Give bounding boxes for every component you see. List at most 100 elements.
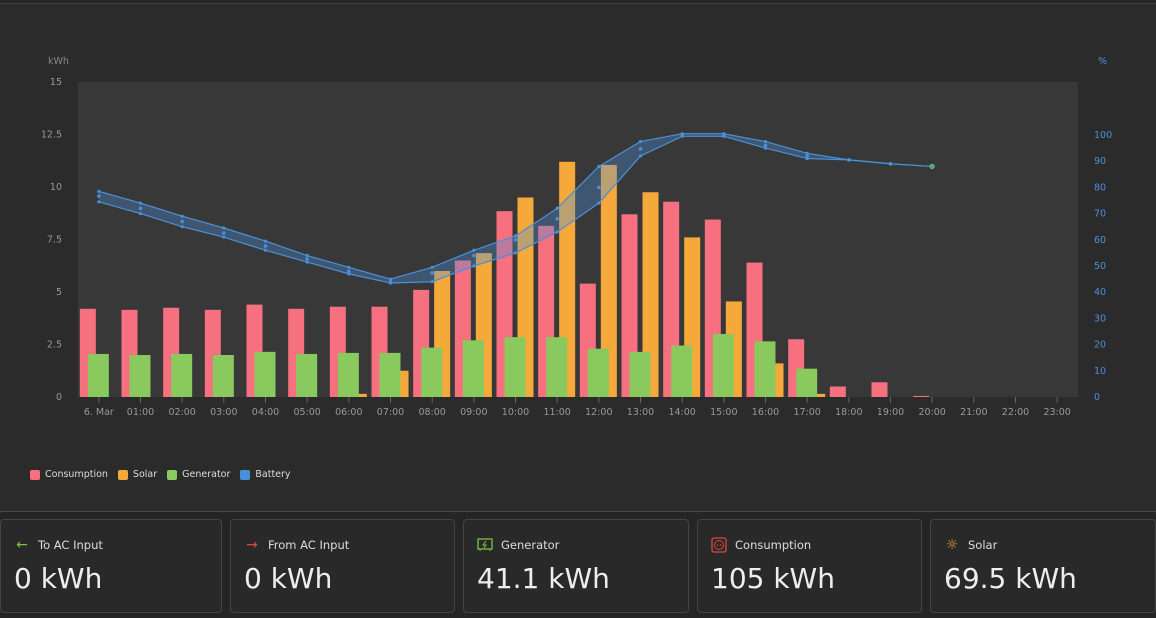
x-tick-label: 22:00 xyxy=(1002,407,1029,418)
battery-point xyxy=(97,194,101,198)
x-tick-label: 08:00 xyxy=(418,407,445,418)
bar-consumption xyxy=(621,214,638,397)
legend-generator[interactable]: Generator xyxy=(167,469,230,480)
battery-range-point xyxy=(472,264,476,268)
bar-generator xyxy=(587,348,609,397)
battery-range-point xyxy=(597,164,601,169)
legend-battery[interactable]: Battery xyxy=(240,469,291,480)
battery-point xyxy=(555,217,559,221)
x-tick-label: 18:00 xyxy=(835,407,862,418)
x-tick-label: 01:00 xyxy=(127,407,154,418)
battery-range-point xyxy=(347,272,351,276)
battery-range-point xyxy=(97,200,101,204)
sun-icon: ☼ xyxy=(945,537,959,553)
card-title: Generator xyxy=(501,538,560,552)
battery-range-point xyxy=(763,146,768,150)
x-tick-label: 19:00 xyxy=(877,407,904,418)
battery-range-point xyxy=(263,248,268,252)
card-value: 0 kWh xyxy=(14,562,103,595)
y-right-tick: 20 xyxy=(1094,340,1106,351)
y-right-tick: 70 xyxy=(1094,209,1106,220)
battery-range-point xyxy=(722,132,726,136)
bar-generator xyxy=(462,340,484,397)
battery-range-point xyxy=(638,154,643,158)
battery-point xyxy=(430,271,434,275)
x-tick-label: 07:00 xyxy=(377,407,404,418)
x-tick-label: 03:00 xyxy=(210,407,237,418)
history-chart-panel: kWh% 0 2.5 5 7.5 10 12.5 15 0 10 20 30 40 50 60 70 80 90 1… xyxy=(0,3,1156,512)
bar-generator xyxy=(129,355,151,397)
legend-consumption[interactable]: Consumption xyxy=(30,469,108,480)
battery-point xyxy=(513,238,518,242)
y-right-tick: 80 xyxy=(1094,182,1106,193)
battery-point xyxy=(347,269,351,274)
battery-range-point xyxy=(680,134,684,138)
battery-point xyxy=(638,147,643,151)
bar-generator xyxy=(796,368,818,397)
y-right-tick: 100 xyxy=(1094,130,1112,141)
y-left-tick: 0 xyxy=(56,392,62,403)
battery-range-point xyxy=(555,206,559,210)
bar-generator xyxy=(629,351,651,397)
battery-range-point xyxy=(597,201,601,205)
y-right-tick: 40 xyxy=(1094,287,1106,298)
battery-point xyxy=(222,231,226,235)
battery-point xyxy=(763,143,768,148)
arrow-right-icon: → xyxy=(246,537,258,553)
x-tick-label: 23:00 xyxy=(1043,407,1070,418)
generator-icon xyxy=(477,538,493,552)
bar-generator xyxy=(171,353,193,397)
battery-range-point xyxy=(763,139,768,144)
battery-range-point xyxy=(805,156,809,161)
y-right-tick: 50 xyxy=(1094,261,1106,272)
card-value: 0 kWh xyxy=(244,562,333,595)
bar-consumption xyxy=(913,395,930,397)
card-consumption: Consumption 105 kWh xyxy=(697,519,922,613)
x-tick-label: 20:00 xyxy=(918,407,945,418)
bar-solar xyxy=(600,164,617,397)
y-left-tick: 7.5 xyxy=(47,235,62,246)
x-tick-label: 11:00 xyxy=(543,407,570,418)
battery-range-point xyxy=(722,134,726,138)
bar-generator xyxy=(504,337,526,397)
bar-solar xyxy=(642,192,659,397)
battery-range-point xyxy=(305,253,309,258)
outlet-icon xyxy=(711,537,727,553)
bar-generator xyxy=(712,334,734,397)
y-right-tick: 0 xyxy=(1094,392,1100,403)
battery-range-point xyxy=(472,248,476,252)
battery-range-point xyxy=(888,162,893,166)
y-axis-left-label: kWh xyxy=(48,56,69,67)
x-tick-label: 21:00 xyxy=(960,407,987,418)
y-right-tick: 30 xyxy=(1094,313,1106,324)
battery-range-point xyxy=(222,226,226,230)
bar-generator xyxy=(546,337,568,397)
bar-generator xyxy=(421,347,443,397)
battery-range-point xyxy=(180,214,184,218)
y-left-tick: 12.5 xyxy=(41,130,62,141)
card-value: 69.5 kWh xyxy=(944,562,1077,595)
chart-legend: Consumption Solar Generator Battery xyxy=(30,469,291,480)
battery-range-point xyxy=(388,277,393,281)
battery-range-point xyxy=(680,132,684,136)
battery-range-point xyxy=(388,281,393,285)
card-title: To AC Input xyxy=(38,538,103,552)
x-tick-label: 12:00 xyxy=(585,407,612,418)
battery-point xyxy=(805,154,809,158)
card-to-ac-input: ← To AC Input 0 kWh xyxy=(0,519,222,613)
bar-generator xyxy=(379,352,401,397)
legend-solar[interactable]: Solar xyxy=(117,469,157,480)
battery-point xyxy=(597,185,601,190)
summary-cards: ← To AC Input 0 kWh → From AC Input 0 kWh … xyxy=(0,519,1156,615)
battery-range-point xyxy=(263,239,268,243)
battery-range-point xyxy=(805,151,809,155)
x-tick-label: 6. Mar xyxy=(84,407,114,418)
plot-area xyxy=(78,82,1078,397)
x-tick-label: 13:00 xyxy=(627,407,654,418)
x-tick-label: 06:00 xyxy=(335,407,362,418)
bar-generator xyxy=(254,351,276,397)
y-left-tick: 15 xyxy=(50,77,62,88)
battery-range-point xyxy=(138,212,143,216)
battery-range-point xyxy=(180,225,184,229)
battery-range-point xyxy=(97,189,101,193)
